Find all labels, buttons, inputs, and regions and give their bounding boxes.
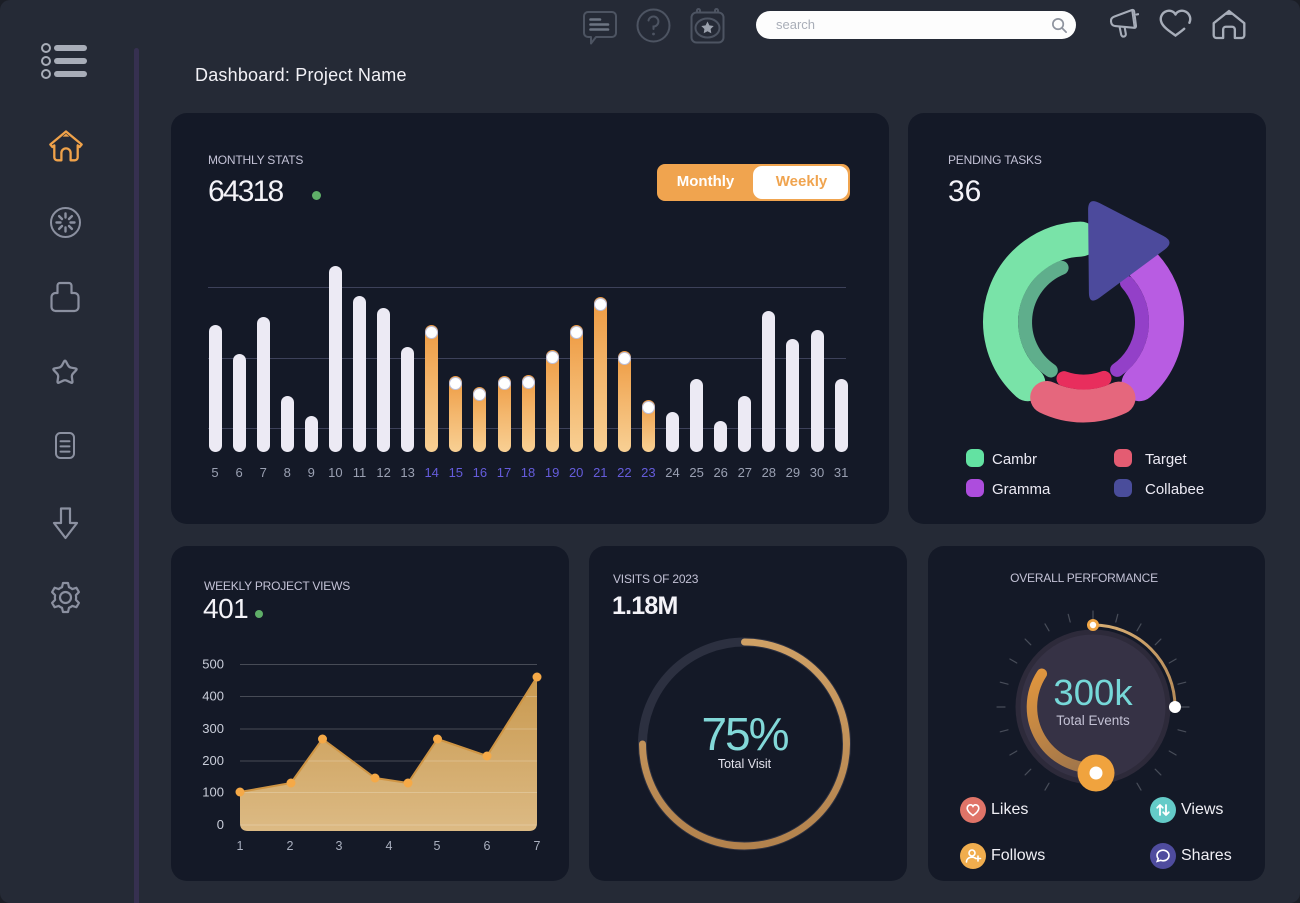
svg-text:75%: 75% bbox=[701, 708, 788, 760]
svg-text:3: 3 bbox=[336, 839, 343, 853]
svg-text:2: 2 bbox=[287, 839, 294, 853]
svg-text:0: 0 bbox=[217, 817, 224, 832]
svg-text:300: 300 bbox=[202, 721, 224, 736]
svg-text:6: 6 bbox=[484, 839, 491, 853]
svg-text:500: 500 bbox=[202, 657, 224, 672]
svg-text:Total Visit: Total Visit bbox=[718, 757, 772, 771]
svg-text:1: 1 bbox=[237, 839, 244, 853]
svg-text:5: 5 bbox=[434, 839, 441, 853]
svg-text:4: 4 bbox=[386, 839, 393, 853]
svg-text:300k: 300k bbox=[1053, 672, 1133, 713]
svg-text:200: 200 bbox=[202, 753, 224, 768]
svg-text:7: 7 bbox=[534, 839, 541, 853]
svg-text:100: 100 bbox=[202, 785, 224, 800]
svg-text:400: 400 bbox=[202, 689, 224, 704]
svg-text:Total Events: Total Events bbox=[1056, 713, 1130, 728]
